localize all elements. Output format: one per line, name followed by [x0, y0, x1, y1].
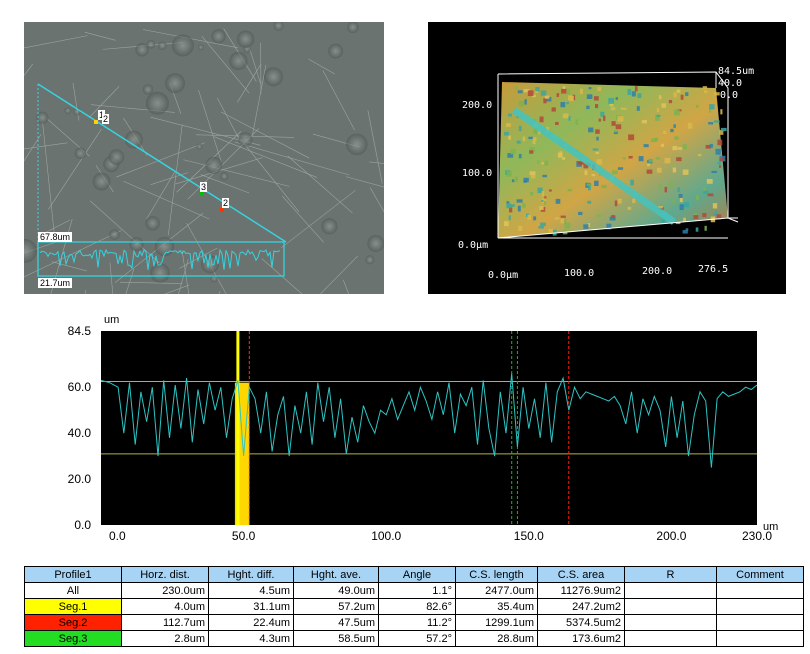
table-cell — [624, 614, 717, 631]
x-tick-label: 50.0 — [232, 529, 256, 543]
mini-scale-bottom: 21.7um — [38, 278, 73, 288]
table-cell — [624, 582, 717, 599]
table-cell — [716, 598, 804, 615]
3d-surface — [497, 71, 739, 239]
column-header[interactable]: C.S. area — [537, 566, 625, 583]
y-tick-label: 40.0 — [68, 426, 92, 440]
column-header[interactable]: Hght. ave. — [293, 566, 379, 583]
y-tick-label: 84.5 — [68, 324, 92, 338]
microscope-texture — [24, 22, 384, 294]
x-label-200: 200.0 — [642, 266, 673, 277]
table-cell: 22.4um — [208, 614, 294, 631]
row-label: Seg.1 — [24, 598, 122, 615]
table-row[interactable]: Seg.1 4.0um 31.1um 57.2um 82.6° 35.4um 247.2um… — [24, 598, 804, 615]
table-cell: 47.5um — [293, 614, 379, 631]
y-tick-label: 20.0 — [68, 472, 92, 486]
y-label-0: 0.0μm — [458, 240, 489, 251]
marker-label-1: 1 — [98, 110, 106, 120]
table-cell: 82.6° — [378, 598, 456, 615]
x-tick-label: 0.0 — [109, 529, 126, 543]
x-label-100: 100.0 — [564, 268, 595, 279]
y-tick-label: 0.0 — [74, 518, 91, 532]
x-tick-label: 200.0 — [656, 529, 686, 543]
table-cell: 112.7um — [121, 614, 209, 631]
table-cell: 2.8um — [121, 630, 209, 647]
table-cell: 4.3um — [208, 630, 294, 647]
y-label-200: 200.0 — [462, 100, 493, 111]
table-cell: 11276.9um2 — [537, 582, 625, 599]
profile-results-table: Profile1 Horz. dist. Hght. diff. Hght. ave.… — [24, 566, 804, 647]
x-tick-label: 230.0 — [742, 529, 772, 543]
mini-profile-box — [37, 241, 285, 277]
plot-area — [101, 331, 757, 525]
table-cell: 35.4um — [455, 598, 538, 615]
profile-plot[interactable]: 84.5 60.0 40.0 20.0 0.0 0.0 50.0 100.0 150.0 200.… — [40, 316, 800, 546]
row-label: Seg.2 — [24, 614, 122, 631]
table-cell: 5374.5um2 — [537, 614, 625, 631]
profile-chart[interactable]: um 84.5 60.0 40.0 20.0 0.0 0.0 50.0 100.0 150.0 2… — [40, 314, 800, 546]
mini-scale-top: 67.8um — [38, 232, 73, 242]
3d-surface-view[interactable]: 84.5um 40.0 0.0 200.0 100.0 0.0μm 0.0μm … — [428, 22, 786, 294]
table-cell: 247.2um2 — [537, 598, 625, 615]
profile-series-line — [100, 373, 758, 468]
column-header[interactable]: Comment — [716, 566, 804, 583]
microscope-image[interactable]: 1 2 3 2 67.8um 21.7um — [24, 22, 384, 294]
table-cell: 2477.0um — [455, 582, 538, 599]
table-cell: 49.0um — [293, 582, 379, 599]
table-row[interactable]: Seg.2 112.7um 22.4um 47.5um 11.2° 1299.1um 537… — [24, 614, 804, 631]
table-cell — [716, 630, 804, 647]
table-cell: 28.8um — [455, 630, 538, 647]
column-header[interactable]: Angle — [378, 566, 456, 583]
column-header[interactable]: Hght. diff. — [208, 566, 294, 583]
column-header[interactable]: Profile1 — [24, 566, 122, 583]
z-mid-label: 40.0 — [718, 78, 743, 89]
table-cell: 11.2° — [378, 614, 456, 631]
y-label-100: 100.0 — [462, 168, 493, 179]
table-cell — [624, 630, 717, 647]
table-cell: 4.0um — [121, 598, 209, 615]
table-row[interactable]: All 230.0um 4.5um 49.0um 1.1° 2477.0um 11276.9… — [24, 582, 804, 599]
x-label-0: 0.0μm — [488, 270, 519, 281]
table-cell — [716, 614, 804, 631]
x-axis-unit: um — [763, 521, 778, 533]
table-cell: 57.2° — [378, 630, 456, 647]
row-label: All — [24, 582, 122, 599]
table-cell: 58.5um — [293, 630, 379, 647]
table-cell: 4.5um — [208, 582, 294, 599]
column-header[interactable]: R — [624, 566, 717, 583]
y-axis-unit: um — [104, 314, 120, 326]
table-cell: 31.1um — [208, 598, 294, 615]
x-tick-label: 100.0 — [371, 529, 401, 543]
table-cell — [716, 582, 804, 599]
table-cell — [624, 598, 717, 615]
table-cell: 1299.1um — [455, 614, 538, 631]
x-label-max: 276.5 — [698, 264, 729, 275]
table-cell: 1.1° — [378, 582, 456, 599]
table-cell: 230.0um — [121, 582, 209, 599]
profile-line[interactable] — [37, 83, 287, 243]
table-row[interactable]: Seg.3 2.8um 4.3um 58.5um 57.2° 28.8um 173.6um2 — [24, 630, 804, 647]
table-cell: 57.2um — [293, 598, 379, 615]
table-cell: 173.6um2 — [537, 630, 625, 647]
y-tick-label: 60.0 — [68, 380, 92, 394]
marker-label-3: 3 — [200, 182, 208, 192]
x-tick-label: 150.0 — [514, 529, 544, 543]
z-max-label: 84.5um — [718, 66, 755, 77]
column-header[interactable]: Horz. dist. — [121, 566, 209, 583]
z-min-label: 0.0 — [720, 90, 739, 101]
column-header[interactable]: C.S. length — [455, 566, 538, 583]
marker-label-2b: 2 — [222, 198, 230, 208]
marker-label-2a: 2 — [102, 114, 110, 124]
row-label: Seg.3 — [24, 630, 122, 647]
